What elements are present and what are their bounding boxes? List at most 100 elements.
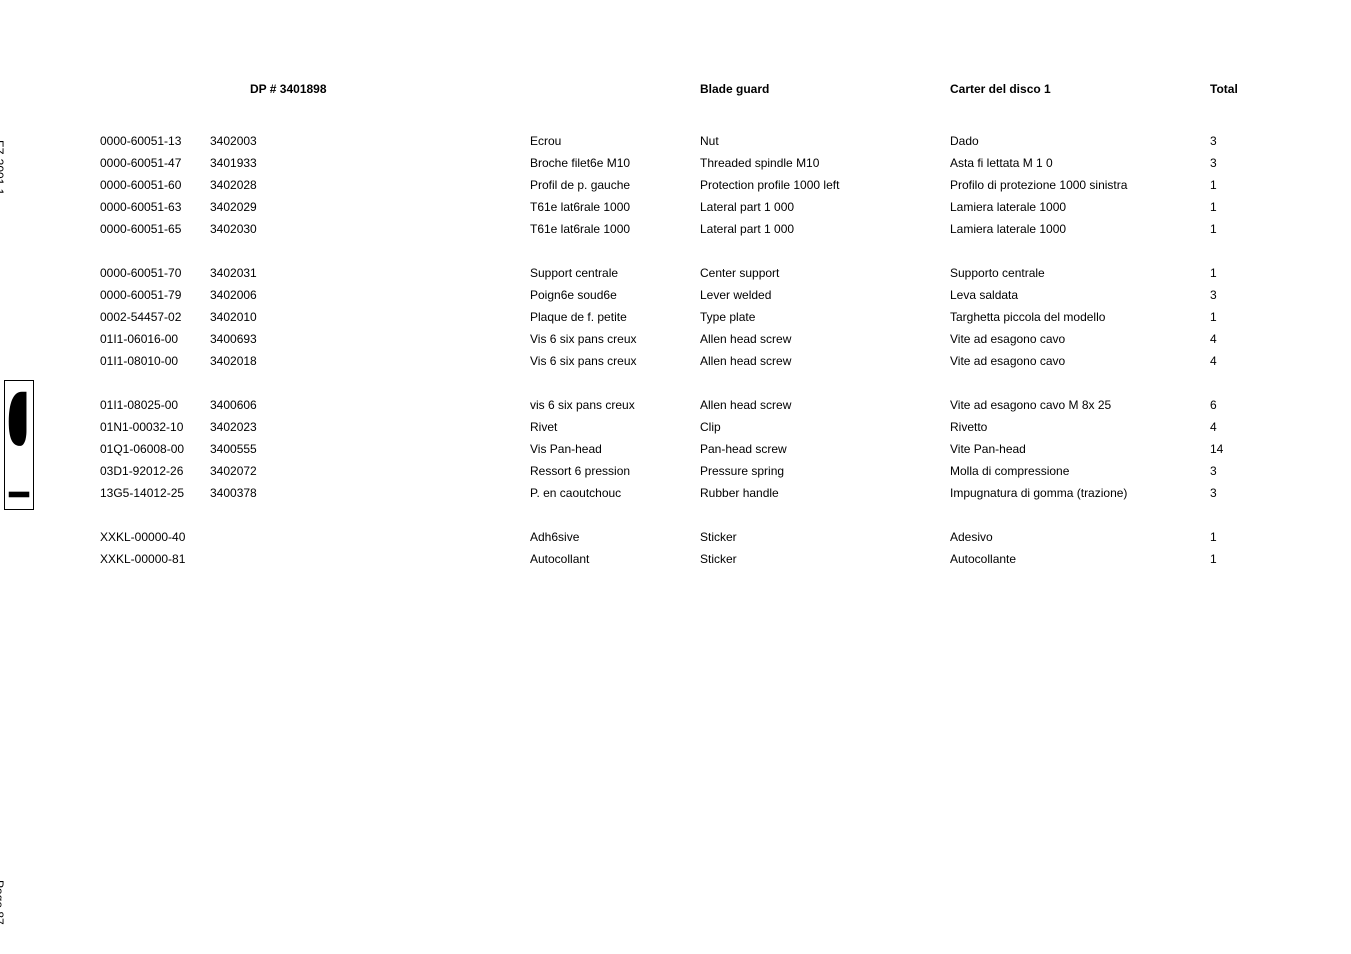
cell-code2: 3402072 (210, 460, 257, 482)
cell-code2: 3400693 (210, 328, 257, 350)
cell-code2: 3402018 (210, 350, 257, 372)
cell-code2: 3401933 (210, 152, 257, 174)
cell-en: Allen head screw (700, 350, 839, 372)
cell-it: Vite Pan-head (950, 438, 1127, 460)
cell-fr: T61e lat6rale 1000 (530, 218, 637, 240)
cell-code1: 0000-60051-79 (100, 284, 185, 306)
cell-total: 4 (1210, 350, 1223, 372)
cell-code1: 0000-60051-70 (100, 262, 185, 284)
row-gap (210, 372, 257, 394)
cell-code2: 3402031 (210, 262, 257, 284)
cell-fr: Vis 6 six pans creux (530, 328, 637, 350)
cell-en: Center support (700, 262, 839, 284)
row-gap (530, 240, 637, 262)
cell-code1: 0000-60051-63 (100, 196, 185, 218)
cell-en: Rubber handle (700, 482, 839, 504)
cell-it: Supporto centrale (950, 262, 1127, 284)
cell-code2: 3402010 (210, 306, 257, 328)
cell-total: 3 (1210, 130, 1223, 152)
binder-loop-icon (4, 380, 34, 510)
cell-code2 (210, 526, 257, 548)
cell-it: Rivetto (950, 416, 1127, 438)
cell-total: 3 (1210, 152, 1223, 174)
row-gap (210, 240, 257, 262)
cell-en: Pressure spring (700, 460, 839, 482)
row-gap (700, 372, 839, 394)
cell-code1: 0000-60051-47 (100, 152, 185, 174)
cell-en: Sticker (700, 548, 839, 570)
row-gap (100, 372, 185, 394)
cell-it: Adesivo (950, 526, 1127, 548)
row-gap (1210, 372, 1223, 394)
cell-it: Vite ad esagono cavo M 8x 25 (950, 394, 1127, 416)
cell-fr: Rivet (530, 416, 637, 438)
col-code1: 0000-60051-130000-60051-470000-60051-600… (100, 130, 185, 570)
cell-fr: Poign6e soud6e (530, 284, 637, 306)
cell-total: 1 (1210, 196, 1223, 218)
cell-en: Protection profile 1000 left (700, 174, 839, 196)
cell-code2: 3402030 (210, 218, 257, 240)
cell-code2: 3402029 (210, 196, 257, 218)
col-en: NutThreaded spindle M10Protection profil… (700, 130, 839, 570)
cell-code2: 3402028 (210, 174, 257, 196)
row-gap (530, 372, 637, 394)
cell-total: 1 (1210, 174, 1223, 196)
col-it: DadoAsta fi lettata M 1 0Profilo di prot… (950, 130, 1127, 570)
row-gap (950, 372, 1127, 394)
row-gap (950, 240, 1127, 262)
cell-fr: Vis 6 six pans creux (530, 350, 637, 372)
cell-total: 4 (1210, 328, 1223, 350)
cell-code1: 01Q1-06008-00 (100, 438, 185, 460)
cell-code1: 01I1-08010-00 (100, 350, 185, 372)
row-gap (1210, 240, 1223, 262)
cell-fr: T61e lat6rale 1000 (530, 196, 637, 218)
cell-en: Allen head screw (700, 328, 839, 350)
cell-fr: Vis Pan-head (530, 438, 637, 460)
row-gap (210, 504, 257, 526)
header-total: Total (1210, 82, 1238, 96)
cell-fr: Ressort 6 pression (530, 460, 637, 482)
col-fr: EcrouBroche filet6e M10Profil de p. gauc… (530, 130, 637, 570)
cell-code1: XXKL-00000-81 (100, 548, 185, 570)
cell-code1: 03D1-92012-26 (100, 460, 185, 482)
cell-total: 1 (1210, 218, 1223, 240)
cell-code2: 3402023 (210, 416, 257, 438)
cell-code1: 01N1-00032-10 (100, 416, 185, 438)
cell-it: Lamiera laterale 1000 (950, 196, 1127, 218)
cell-en: Lever welded (700, 284, 839, 306)
cell-total: 3 (1210, 482, 1223, 504)
cell-it: Targhetta piccola del modello (950, 306, 1127, 328)
row-gap (950, 504, 1127, 526)
row-gap (100, 240, 185, 262)
cell-total: 3 (1210, 284, 1223, 306)
cell-code2: 3400606 (210, 394, 257, 416)
page: FZ-2001 1 Page 87 DP # 3401898Blade guar… (0, 0, 1351, 954)
cell-it: Impugnatura di gomma (trazione) (950, 482, 1127, 504)
cell-fr: Adh6sive (530, 526, 637, 548)
cell-it: Leva saldata (950, 284, 1127, 306)
cell-code2: 3402006 (210, 284, 257, 306)
cell-fr: Support centrale (530, 262, 637, 284)
cell-fr: Profil de p. gauche (530, 174, 637, 196)
cell-it: Profilo di protezione 1000 sinistra (950, 174, 1127, 196)
cell-code2: 3400555 (210, 438, 257, 460)
cell-total: 6 (1210, 394, 1223, 416)
cell-en: Nut (700, 130, 839, 152)
margin-label-bottom: Page 87 (0, 880, 6, 925)
cell-total: 14 (1210, 438, 1223, 460)
cell-it: Vite ad esagono cavo (950, 350, 1127, 372)
cell-total: 3 (1210, 460, 1223, 482)
cell-code2 (210, 548, 257, 570)
cell-en: Clip (700, 416, 839, 438)
row-gap (700, 504, 839, 526)
cell-fr: P. en caoutchouc (530, 482, 637, 504)
cell-en: Allen head screw (700, 394, 839, 416)
cell-code1: 01I1-08025-00 (100, 394, 185, 416)
cell-code1: 13G5-14012-25 (100, 482, 185, 504)
row-gap (700, 240, 839, 262)
cell-en: Threaded spindle M10 (700, 152, 839, 174)
cell-fr: Autocollant (530, 548, 637, 570)
cell-total: 1 (1210, 526, 1223, 548)
header-it: Carter del disco 1 (950, 82, 1051, 96)
cell-total: 1 (1210, 548, 1223, 570)
